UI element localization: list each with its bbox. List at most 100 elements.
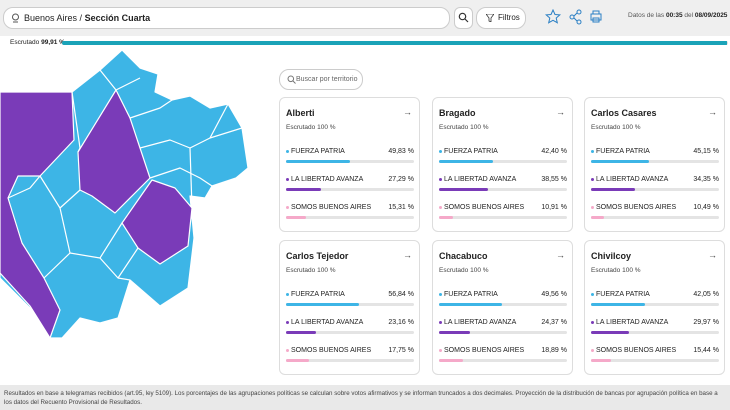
date-mid: del xyxy=(684,12,694,19)
party-label: FUERZA PATRIA xyxy=(291,148,345,155)
party-name: LA LIBERTAD AVANZA xyxy=(286,176,363,183)
party-name: FUERZA PATRIA xyxy=(439,148,498,155)
scrutiny-text: Escrutado xyxy=(591,124,621,131)
bar-track xyxy=(591,160,719,163)
bar-fill xyxy=(286,359,309,362)
map-region[interactable] xyxy=(0,91,75,339)
bar-track xyxy=(439,331,567,334)
party-percent: 17,75 % xyxy=(388,347,414,354)
bar-fill xyxy=(439,216,453,219)
search-button[interactable] xyxy=(454,7,473,29)
party-name: LA LIBERTAD AVANZA xyxy=(286,319,363,326)
scrutiny-text: Escrutado xyxy=(286,267,316,274)
progress-fill xyxy=(62,41,728,45)
map-region[interactable] xyxy=(77,89,151,214)
bar-fill xyxy=(286,216,306,219)
territory-scrutiny: Escrutado 100 % xyxy=(439,267,489,274)
open-arrow: → xyxy=(708,250,717,260)
open-arrow: → xyxy=(556,250,565,260)
scrutiny-value: 100 % xyxy=(622,124,641,131)
territory-name: Chacabuco xyxy=(439,251,488,261)
territory-card[interactable]: Carlos Tejedor → Escrutado 100 % FUERZA PAT… xyxy=(279,240,420,375)
party-dot xyxy=(591,348,594,352)
territory-name: Bragado xyxy=(439,108,476,118)
party-name: FUERZA PATRIA xyxy=(286,291,345,298)
favorite-icon[interactable] xyxy=(545,9,562,24)
location-search[interactable]: Buenos Aires / Sección Cuarta xyxy=(3,7,450,29)
bar-track xyxy=(439,303,567,306)
party-dot xyxy=(591,292,594,296)
territory-card[interactable]: Chacabuco → Escrutado 100 % FUERZA PATRIA 49… xyxy=(432,240,573,375)
territory-search[interactable]: Buscar por territorio xyxy=(279,69,363,90)
bar-track xyxy=(591,188,719,191)
territory-name: Carlos Casares xyxy=(591,108,657,118)
bar-track xyxy=(439,359,567,362)
bar-track xyxy=(591,359,719,362)
party-row: FUERZA PATRIA 49,56 % xyxy=(439,291,567,311)
party-label: FUERZA PATRIA xyxy=(291,291,345,298)
party-row: LA LIBERTAD AVANZA 38,55 % xyxy=(439,176,567,196)
party-label: SOMOS BUENOS AIRES xyxy=(596,204,677,211)
territory-card[interactable]: Chivilcoy → Escrutado 100 % FUERZA PATRIA 42… xyxy=(584,240,725,375)
party-name: SOMOS BUENOS AIRES xyxy=(439,347,524,354)
territory-card[interactable]: Carlos Casares → Escrutado 100 % FUERZA PAT… xyxy=(584,97,725,232)
territory-placeholder: Buscar por territorio xyxy=(296,76,358,83)
party-label: SOMOS BUENOS AIRES xyxy=(444,204,525,211)
party-name: FUERZA PATRIA xyxy=(591,291,650,298)
party-percent: 42,40 % xyxy=(541,148,567,155)
scrutiny-value: 100 % xyxy=(317,267,336,274)
party-name: SOMOS BUENOS AIRES xyxy=(286,204,371,211)
party-label: SOMOS BUENOS AIRES xyxy=(444,347,525,354)
party-dot xyxy=(286,320,289,324)
territory-card[interactable]: Bragado → Escrutado 100 % FUERZA PATRIA 42,4… xyxy=(432,97,573,232)
territory-scrutiny: Escrutado 100 % xyxy=(591,267,641,274)
search-icon xyxy=(458,12,469,23)
territory-card[interactable]: Alberti → Escrutado 100 % FUERZA PATRIA 49,8… xyxy=(279,97,420,232)
scrutiny-value: 100 % xyxy=(317,124,336,131)
party-dot xyxy=(286,149,289,153)
party-percent: 27,29 % xyxy=(388,176,414,183)
party-row: SOMOS BUENOS AIRES 18,89 % xyxy=(439,347,567,367)
party-percent: 49,83 % xyxy=(388,148,414,155)
party-percent: 34,35 % xyxy=(693,176,719,183)
bar-fill xyxy=(591,188,635,191)
party-dot xyxy=(286,205,289,209)
update-time: Datos de las 00:35 del 08/09/2025 xyxy=(628,12,727,19)
bar-track xyxy=(286,188,414,191)
bar-track xyxy=(286,216,414,219)
bar-fill xyxy=(591,216,605,219)
party-dot xyxy=(439,348,442,352)
party-dot xyxy=(591,177,594,181)
party-percent: 10,49 % xyxy=(693,204,719,211)
party-dot xyxy=(439,320,442,324)
print-icon[interactable] xyxy=(590,10,602,23)
party-row: LA LIBERTAD AVANZA 34,35 % xyxy=(591,176,719,196)
party-dot xyxy=(286,292,289,296)
scrutiny-text: Escrutado xyxy=(10,39,40,46)
party-dot xyxy=(286,348,289,352)
share-icon[interactable] xyxy=(569,9,582,25)
party-row: SOMOS BUENOS AIRES 15,44 % xyxy=(591,347,719,367)
bar-track xyxy=(591,216,719,219)
bar-track xyxy=(439,160,567,163)
bar-fill xyxy=(286,160,350,163)
party-row: FUERZA PATRIA 49,83 % xyxy=(286,148,414,168)
party-name: SOMOS BUENOS AIRES xyxy=(439,204,524,211)
bar-fill xyxy=(286,303,359,306)
open-arrow: → xyxy=(403,107,412,117)
party-row: SOMOS BUENOS AIRES 15,31 % xyxy=(286,204,414,224)
map-region[interactable] xyxy=(121,179,193,265)
progress-track xyxy=(62,41,728,45)
party-label: LA LIBERTAD AVANZA xyxy=(291,319,364,326)
territory-scrutiny: Escrutado 100 % xyxy=(591,124,641,131)
party-dot xyxy=(286,177,289,181)
party-row: LA LIBERTAD AVANZA 23,16 % xyxy=(286,319,414,339)
party-row: FUERZA PATRIA 42,40 % xyxy=(439,148,567,168)
party-percent: 45,15 % xyxy=(693,148,719,155)
bar-track xyxy=(286,160,414,163)
bar-fill xyxy=(591,331,630,334)
party-dot xyxy=(439,177,442,181)
filters-button[interactable]: Filtros xyxy=(476,7,526,29)
scrutiny-text: Escrutado xyxy=(439,267,469,274)
